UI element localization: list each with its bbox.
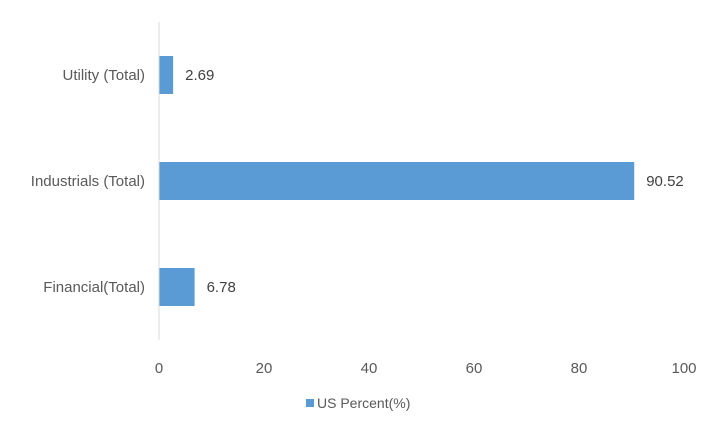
- legend: US Percent(%): [306, 395, 410, 411]
- bar-3: [159, 268, 195, 306]
- data-label-2: 90.52: [646, 173, 684, 190]
- data-label-3: 6.78: [207, 279, 236, 296]
- legend-swatch: [306, 399, 314, 407]
- bar-1: [159, 56, 174, 94]
- x-tick-label-20: 20: [256, 360, 273, 377]
- category-label-2: Industrials (Total): [31, 173, 145, 190]
- x-tick-label-100: 100: [671, 360, 696, 377]
- legend-label: US Percent(%): [317, 395, 410, 411]
- bars-layer: 2.69 90.52 6.78: [159, 56, 684, 306]
- category-label-1: Utility (Total): [62, 67, 145, 84]
- data-label-1: 2.69: [185, 67, 214, 84]
- bar-2: [159, 162, 635, 200]
- x-tick-label-60: 60: [466, 360, 483, 377]
- category-labels: Utility (Total) Industrials (Total) Financ…: [31, 67, 145, 296]
- x-tick-label-0: 0: [155, 360, 163, 377]
- category-label-3: Financial(Total): [43, 279, 145, 296]
- x-tick-label-80: 80: [571, 360, 588, 377]
- x-tick-label-40: 40: [361, 360, 378, 377]
- x-tick-labels: 0 20 40 60 80 100: [155, 360, 697, 377]
